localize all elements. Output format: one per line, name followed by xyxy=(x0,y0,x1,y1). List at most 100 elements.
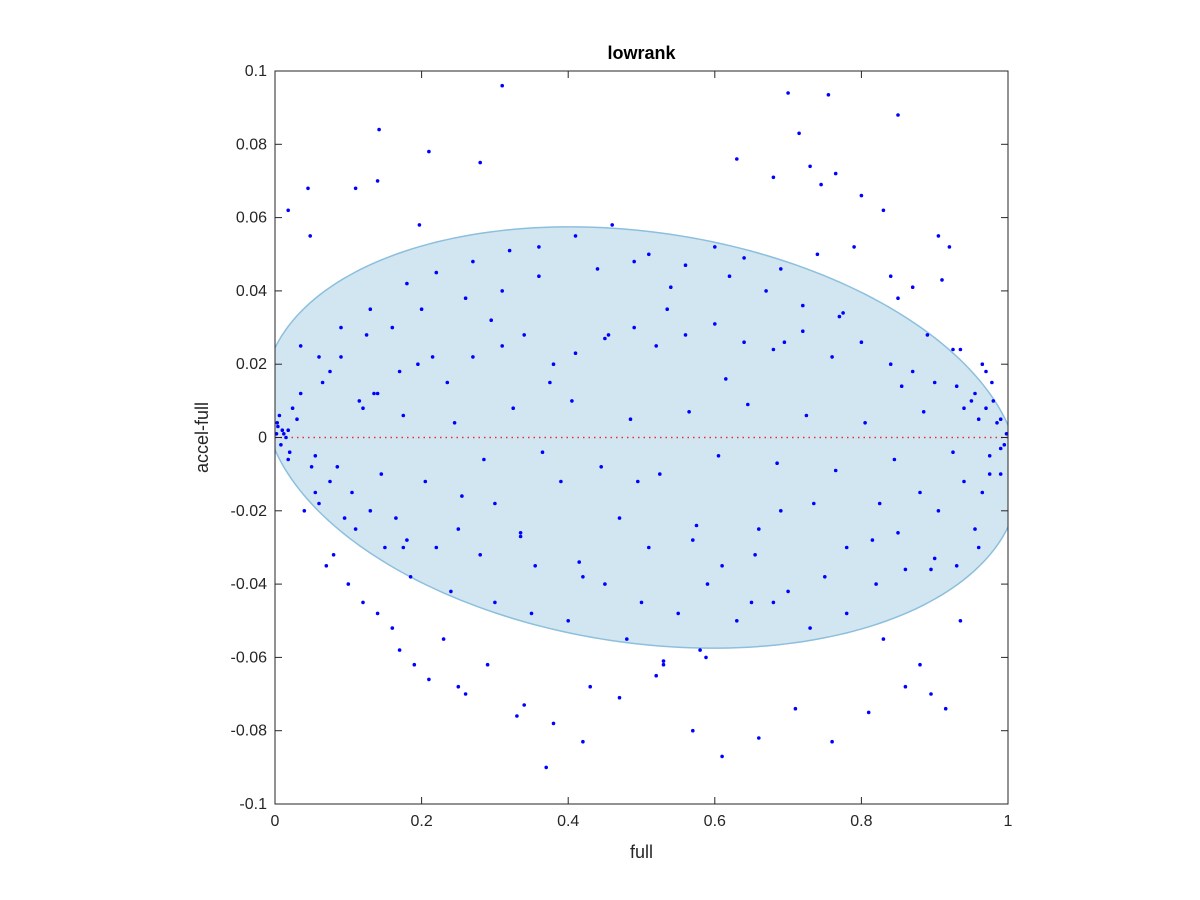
data-point xyxy=(833,171,838,176)
data-point xyxy=(984,406,988,411)
data-point xyxy=(899,384,904,389)
data-point xyxy=(991,399,996,403)
data-point xyxy=(375,391,380,396)
data-point xyxy=(954,564,959,568)
data-point xyxy=(779,509,783,513)
data-point xyxy=(837,314,842,319)
data-point xyxy=(405,538,409,542)
data-point xyxy=(518,534,523,539)
data-point xyxy=(910,285,915,290)
data-point xyxy=(364,333,369,337)
data-point xyxy=(500,289,505,293)
data-point xyxy=(537,245,541,249)
data-point xyxy=(929,567,933,572)
x-tick-label: 0.2 xyxy=(410,813,432,830)
data-point xyxy=(669,285,673,290)
data-point xyxy=(482,457,486,462)
data-point xyxy=(874,582,878,586)
data-point xyxy=(932,380,937,385)
data-point xyxy=(995,421,999,425)
data-point xyxy=(910,369,915,374)
data-point xyxy=(888,362,893,367)
data-point xyxy=(632,325,636,330)
data-point xyxy=(518,531,523,535)
data-point xyxy=(797,131,801,136)
data-point xyxy=(954,384,959,389)
data-point xyxy=(969,399,974,403)
data-point xyxy=(493,501,497,506)
data-point xyxy=(892,457,897,462)
data-point xyxy=(548,380,552,385)
x-tick-label: 0 xyxy=(271,813,280,830)
data-point xyxy=(500,344,505,348)
data-point xyxy=(309,465,314,469)
y-axis-title: accel-full xyxy=(192,402,212,473)
data-point xyxy=(808,626,812,630)
data-point xyxy=(951,450,955,455)
data-point xyxy=(918,490,922,495)
data-point xyxy=(377,127,381,132)
data-point xyxy=(757,736,761,740)
data-point xyxy=(844,545,849,550)
data-point xyxy=(998,472,1003,476)
data-point xyxy=(419,307,424,312)
data-point xyxy=(990,380,994,385)
data-point xyxy=(742,256,746,260)
data-point xyxy=(786,589,790,594)
data-point xyxy=(566,619,570,623)
data-point xyxy=(823,575,827,579)
data-point xyxy=(284,435,288,440)
data-point xyxy=(390,626,395,630)
data-point xyxy=(683,263,688,268)
data-point xyxy=(654,344,658,348)
data-point xyxy=(423,479,428,484)
data-point xyxy=(493,600,497,605)
data-point xyxy=(551,362,556,367)
data-point xyxy=(456,527,461,531)
data-point xyxy=(379,472,384,476)
data-point xyxy=(570,399,574,403)
data-point xyxy=(412,662,417,667)
data-point xyxy=(610,223,614,227)
data-point xyxy=(815,252,820,257)
data-point xyxy=(559,479,563,484)
data-point xyxy=(980,490,985,495)
x-tick-label: 0.4 xyxy=(557,813,579,830)
data-point xyxy=(427,677,431,682)
data-point xyxy=(286,208,291,213)
data-point xyxy=(863,421,867,425)
data-point xyxy=(595,267,600,271)
data-point xyxy=(870,538,875,542)
data-point xyxy=(529,611,534,616)
data-point xyxy=(753,553,757,557)
data-point xyxy=(357,399,362,403)
data-point xyxy=(687,410,691,414)
data-point xyxy=(694,523,699,528)
y-tick-label: -0.02 xyxy=(231,503,268,520)
data-point xyxy=(973,527,977,531)
data-point xyxy=(654,673,658,678)
data-point xyxy=(507,248,512,253)
data-point xyxy=(929,692,933,696)
data-point xyxy=(636,479,640,484)
data-point xyxy=(676,611,680,616)
data-point xyxy=(903,684,908,689)
data-point xyxy=(500,83,505,88)
data-point xyxy=(984,369,988,374)
data-point xyxy=(279,443,283,447)
data-point xyxy=(735,619,739,623)
data-point xyxy=(353,186,358,191)
data-point xyxy=(859,193,864,198)
data-point xyxy=(658,472,662,476)
data-point xyxy=(537,274,541,279)
data-point xyxy=(372,391,376,396)
data-point xyxy=(361,600,365,605)
data-point xyxy=(405,281,409,286)
confidence-ellipse xyxy=(275,226,1008,649)
data-point xyxy=(691,538,695,542)
data-point xyxy=(705,582,710,586)
y-tick-label: -0.04 xyxy=(231,576,268,593)
data-point xyxy=(368,509,373,513)
data-point xyxy=(544,765,548,770)
x-axis-title: full xyxy=(630,842,653,862)
